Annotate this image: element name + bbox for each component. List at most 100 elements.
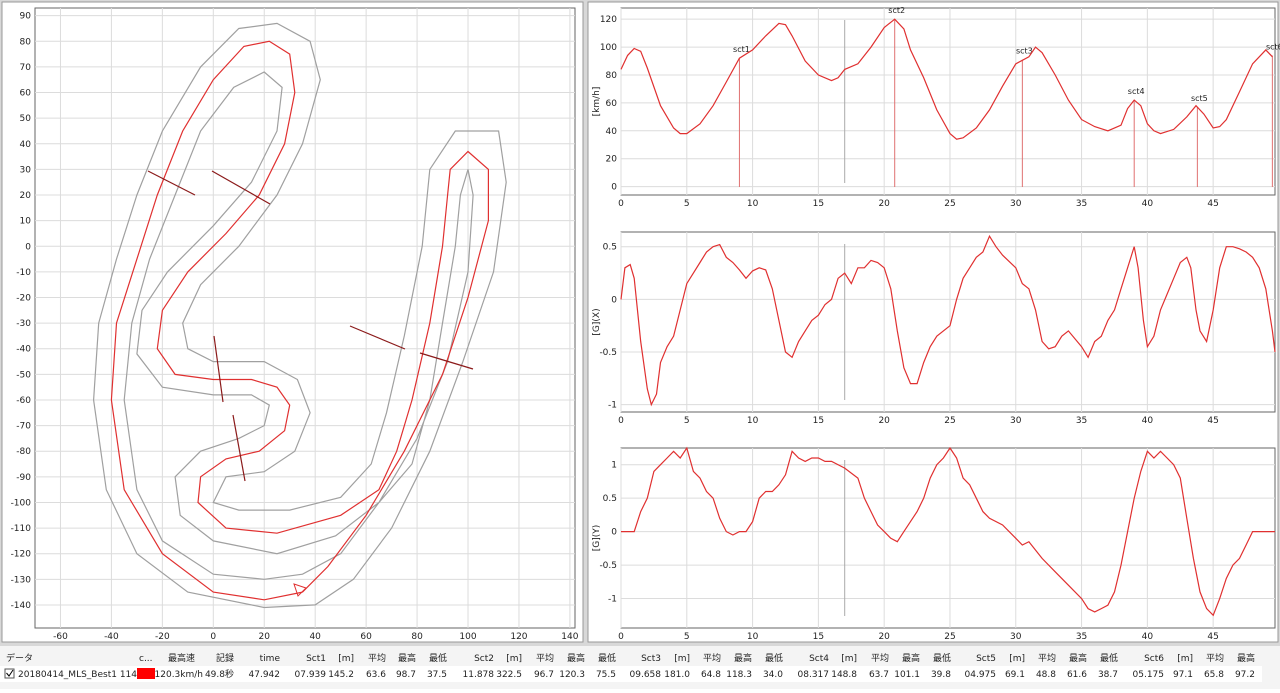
x-tick-label: 140 [561, 632, 578, 642]
cell: 322.5 [496, 670, 522, 680]
y-axis-label: [G](Y) [592, 525, 602, 552]
y-tick-label: 40 [606, 127, 618, 137]
cell: 98.7 [396, 670, 416, 680]
sector-label: sct6 [1266, 42, 1280, 51]
column-header: [m] [338, 654, 354, 664]
checkbox[interactable] [4, 668, 15, 679]
column-header: 最低 [765, 652, 783, 664]
x-tick-label: 0 [210, 632, 216, 642]
x-tick-label: 20 [878, 199, 890, 209]
column-header: 最低 [598, 652, 616, 664]
table-row [0, 666, 1262, 682]
data-line [620, 234, 1276, 407]
column-header: [m] [506, 654, 522, 664]
color-swatch [137, 668, 155, 679]
x-tick-label: 15 [813, 416, 824, 426]
chart: 0 5 10 15 20 25 30 35 40 45 1 0.5 0 -0.5 -1 [G](Y) [592, 446, 1276, 642]
plot-area [34, 7, 576, 629]
cell: 07.939 [295, 670, 327, 680]
chart: -60 -40 -20 0 20 40 60 80 100 120 1409080706050403… [11, 7, 579, 642]
x-tick-label: 0 [618, 632, 624, 642]
x-tick-label: 25 [944, 632, 955, 642]
x-tick-label: 45 [1207, 416, 1218, 426]
data-line [123, 71, 474, 580]
y-tick-label: -60 [16, 396, 31, 406]
column-header: 平均 [1038, 652, 1056, 664]
plots: -60 -40 -20 0 20 40 60 80 100 120 1409080706050403… [11, 6, 1280, 642]
sector-label: sct3 [1016, 47, 1033, 56]
x-tick-label: 35 [1076, 199, 1087, 209]
sector-label: sct1 [733, 45, 750, 54]
cell: 20180414_MLS_Best1 114204 [18, 670, 154, 680]
column-header: 記録 [216, 652, 234, 664]
column-header: Sct6 [1144, 654, 1164, 664]
chart: 0 5 10 15 20 25 30 35 40 45 0.5 0 -0.5 -1 [G](X) [592, 231, 1276, 426]
x-tick-label: 40 [1142, 632, 1154, 642]
x-tick-label: 5 [684, 632, 690, 642]
x-tick-label: 45 [1207, 632, 1218, 642]
cell: 49.8秒 [205, 668, 234, 680]
y-tick-label: 120 [600, 15, 617, 25]
column-header: 最高 [734, 652, 752, 664]
cell: 120.3km/h [155, 670, 203, 680]
y-tick-label: 90 [20, 12, 32, 22]
x-tick-label: 0 [618, 199, 624, 209]
cell: 148.8 [831, 670, 857, 680]
sector-label: sct2 [888, 6, 905, 15]
x-tick-label: 40 [309, 632, 321, 642]
x-tick-label: 30 [1010, 199, 1022, 209]
cell: 64.8 [701, 670, 721, 680]
sector-line [213, 335, 224, 403]
cell: 11.878 [463, 670, 495, 680]
y-tick-label: -20 [16, 294, 31, 304]
x-tick-label: 35 [1076, 416, 1087, 426]
x-tick-label: 10 [747, 416, 759, 426]
column-header: [m] [1177, 654, 1193, 664]
column-header: 最低 [429, 652, 447, 664]
plot-area [620, 231, 1276, 413]
table: データ 20180414_MLS_Best1 114204 c... 最高速 120.3… [6, 652, 1255, 680]
data-line [110, 40, 489, 601]
x-tick-label: -60 [53, 632, 68, 642]
y-tick-label: -0.5 [599, 348, 617, 358]
sector-line [232, 414, 246, 482]
column-header: 最高速 [168, 652, 195, 664]
x-tick-label: 20 [259, 632, 271, 642]
x-tick-label: 10 [747, 632, 759, 642]
cell: 61.6 [1067, 670, 1087, 680]
y-tick-label: -120 [11, 550, 32, 560]
y-tick-label: -80 [16, 447, 31, 457]
x-tick-label: 40 [1142, 199, 1154, 209]
y-axis-label: [km/h] [592, 87, 602, 117]
data-line [92, 22, 507, 609]
cell: 63.6 [366, 670, 386, 680]
data-line [621, 446, 1275, 617]
sector-lines [147, 170, 474, 482]
x-tick-label: 30 [1010, 632, 1022, 642]
cell: 63.7 [869, 670, 889, 680]
cell: 118.3 [726, 670, 752, 680]
x-tick-label: 15 [813, 632, 824, 642]
y-tick-label: 20 [20, 191, 32, 201]
x-tick-label: -40 [104, 632, 119, 642]
cell: 101.1 [894, 670, 920, 680]
x-tick-label: 5 [684, 199, 690, 209]
column-header: 最高 [398, 652, 416, 664]
check-mark [6, 669, 14, 677]
cell: 97.1 [1173, 670, 1193, 680]
cell: 08.317 [798, 670, 830, 680]
cell: 96.7 [534, 670, 554, 680]
y-tick-label: -10 [16, 268, 31, 278]
cell: 48.8 [1036, 670, 1056, 680]
cell: 120.3 [559, 670, 585, 680]
cell: 34.0 [763, 670, 783, 680]
y-tick-label: 40 [20, 140, 32, 150]
cell: 37.5 [427, 670, 447, 680]
cell: 09.658 [630, 670, 662, 680]
column-header: 最高 [902, 652, 920, 664]
y-tick-label: 0 [611, 183, 617, 193]
y-tick-label: -1 [608, 595, 617, 605]
x-tick-label: -20 [155, 632, 170, 642]
y-tick-label: 60 [606, 99, 618, 109]
